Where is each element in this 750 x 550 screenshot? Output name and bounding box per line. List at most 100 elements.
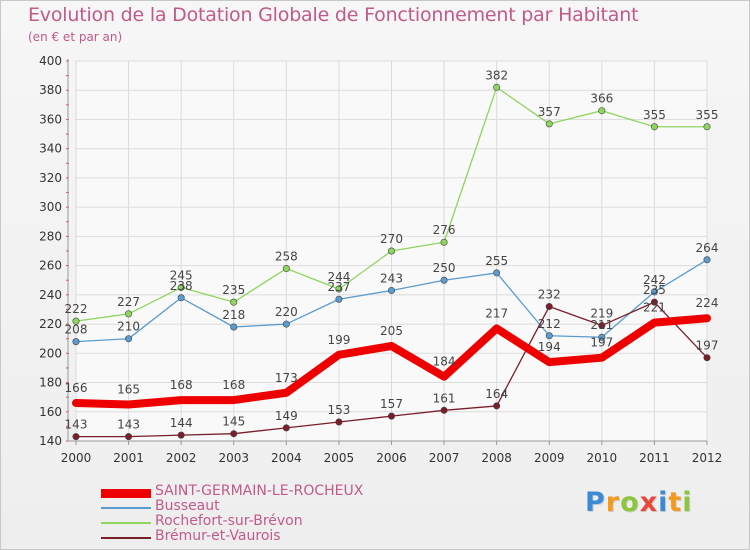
data-label: 244	[327, 270, 350, 284]
y-tick-label: 360	[39, 112, 62, 126]
data-label: 255	[485, 254, 508, 268]
data-label: 250	[433, 261, 456, 275]
logo-letter: x	[639, 487, 659, 518]
logo-letter: r	[605, 487, 621, 518]
x-tick-label: 2000	[61, 451, 92, 465]
series-point	[72, 433, 80, 441]
series-point	[387, 412, 395, 420]
data-label: 237	[327, 280, 350, 294]
x-tick-label: 2005	[324, 451, 355, 465]
series-point	[493, 269, 501, 277]
data-label: 366	[590, 92, 613, 106]
data-label: 197	[590, 336, 613, 350]
series-point	[125, 310, 133, 318]
y-tick-label: 220	[39, 317, 62, 331]
data-label: 157	[380, 397, 403, 411]
data-label: 164	[485, 387, 508, 401]
logo-letter: P	[585, 487, 606, 518]
x-tick-label: 2012	[692, 451, 723, 465]
data-labels: 208 210 238 218 220 237 243 250 255 212 211 242 264 2…	[65, 68, 719, 431]
series-point	[440, 238, 448, 246]
series-point	[545, 332, 553, 340]
y-tick-label: 180	[39, 376, 62, 390]
series-point	[545, 120, 553, 128]
logo-letter: t	[668, 487, 683, 518]
x-tick-label: 2004	[271, 451, 302, 465]
series-point	[230, 298, 238, 306]
axes: 140 160 180 200 220 240 260 280 300 320 340 360 380 4…	[39, 54, 722, 465]
data-label: 242	[643, 273, 666, 287]
series-point	[177, 294, 185, 302]
data-label: 144	[170, 416, 193, 430]
grid-lines	[75, 60, 708, 442]
data-label: 143	[65, 418, 88, 432]
data-label: 243	[380, 271, 403, 285]
x-tick-label: 2011	[639, 451, 670, 465]
legend-swatch	[101, 507, 151, 509]
series-point	[387, 286, 395, 294]
data-label: 194	[538, 340, 561, 354]
series-point	[440, 276, 448, 284]
data-label: 219	[590, 307, 613, 321]
data-label: 217	[485, 306, 508, 320]
data-label: 235	[643, 283, 666, 297]
chart-title: Evolution de la Dotation Globale de Fonc…	[28, 4, 639, 26]
data-label: 264	[696, 241, 719, 255]
data-label: 145	[222, 415, 245, 429]
data-label: 232	[538, 288, 561, 302]
legend-label: Brémur-et-Vaurois	[155, 528, 281, 544]
data-label: 197	[696, 339, 719, 353]
legend-swatch	[101, 522, 151, 524]
series-point	[125, 335, 133, 343]
data-label: 165	[117, 382, 140, 396]
y-tick-label: 200	[39, 346, 62, 360]
series-point	[598, 333, 606, 341]
data-label: 221	[643, 301, 666, 315]
data-label: 199	[327, 333, 350, 347]
legend-label: Busseaut	[155, 498, 220, 514]
series-line	[72, 314, 711, 409]
data-label: 212	[538, 317, 561, 331]
y-tick-label: 380	[39, 83, 62, 97]
data-label: 382	[485, 68, 508, 82]
y-tick-label: 260	[39, 259, 62, 273]
data-label: 270	[380, 232, 403, 246]
series-point	[335, 285, 343, 293]
data-label: 168	[222, 378, 245, 392]
logo-letter: i	[658, 487, 669, 518]
series-point	[703, 256, 711, 264]
series-point	[282, 320, 290, 328]
series-point	[230, 430, 238, 438]
y-tick-label: 160	[39, 405, 62, 419]
series-point	[703, 123, 711, 131]
y-tick-label: 400	[39, 54, 62, 68]
series-point	[493, 402, 501, 410]
legend-swatch	[101, 537, 151, 539]
series-point	[230, 323, 238, 331]
data-label: 168	[170, 378, 193, 392]
data-label: 166	[65, 381, 88, 395]
x-tick-label: 2008	[481, 451, 512, 465]
data-label: 276	[433, 223, 456, 237]
series-point	[387, 247, 395, 255]
data-label: 235	[222, 283, 245, 297]
series-point	[598, 322, 606, 330]
x-tick-label: 2007	[429, 451, 460, 465]
y-tick-label: 320	[39, 171, 62, 185]
y-tick-label: 340	[39, 142, 62, 156]
data-label: 224	[696, 296, 719, 310]
data-label: 208	[65, 323, 88, 337]
y-tick-label: 280	[39, 229, 62, 243]
data-label: 210	[117, 320, 140, 334]
series-point	[335, 418, 343, 426]
x-tick-label: 2009	[534, 451, 565, 465]
legend-swatch	[101, 488, 151, 498]
legend-label: Rochefort-sur-Brévon	[155, 513, 303, 529]
logo-letter: i	[682, 487, 693, 518]
y-tick-label: 300	[39, 200, 62, 214]
data-label: 153	[327, 403, 350, 417]
series-point	[177, 284, 185, 292]
series-point	[650, 298, 658, 306]
